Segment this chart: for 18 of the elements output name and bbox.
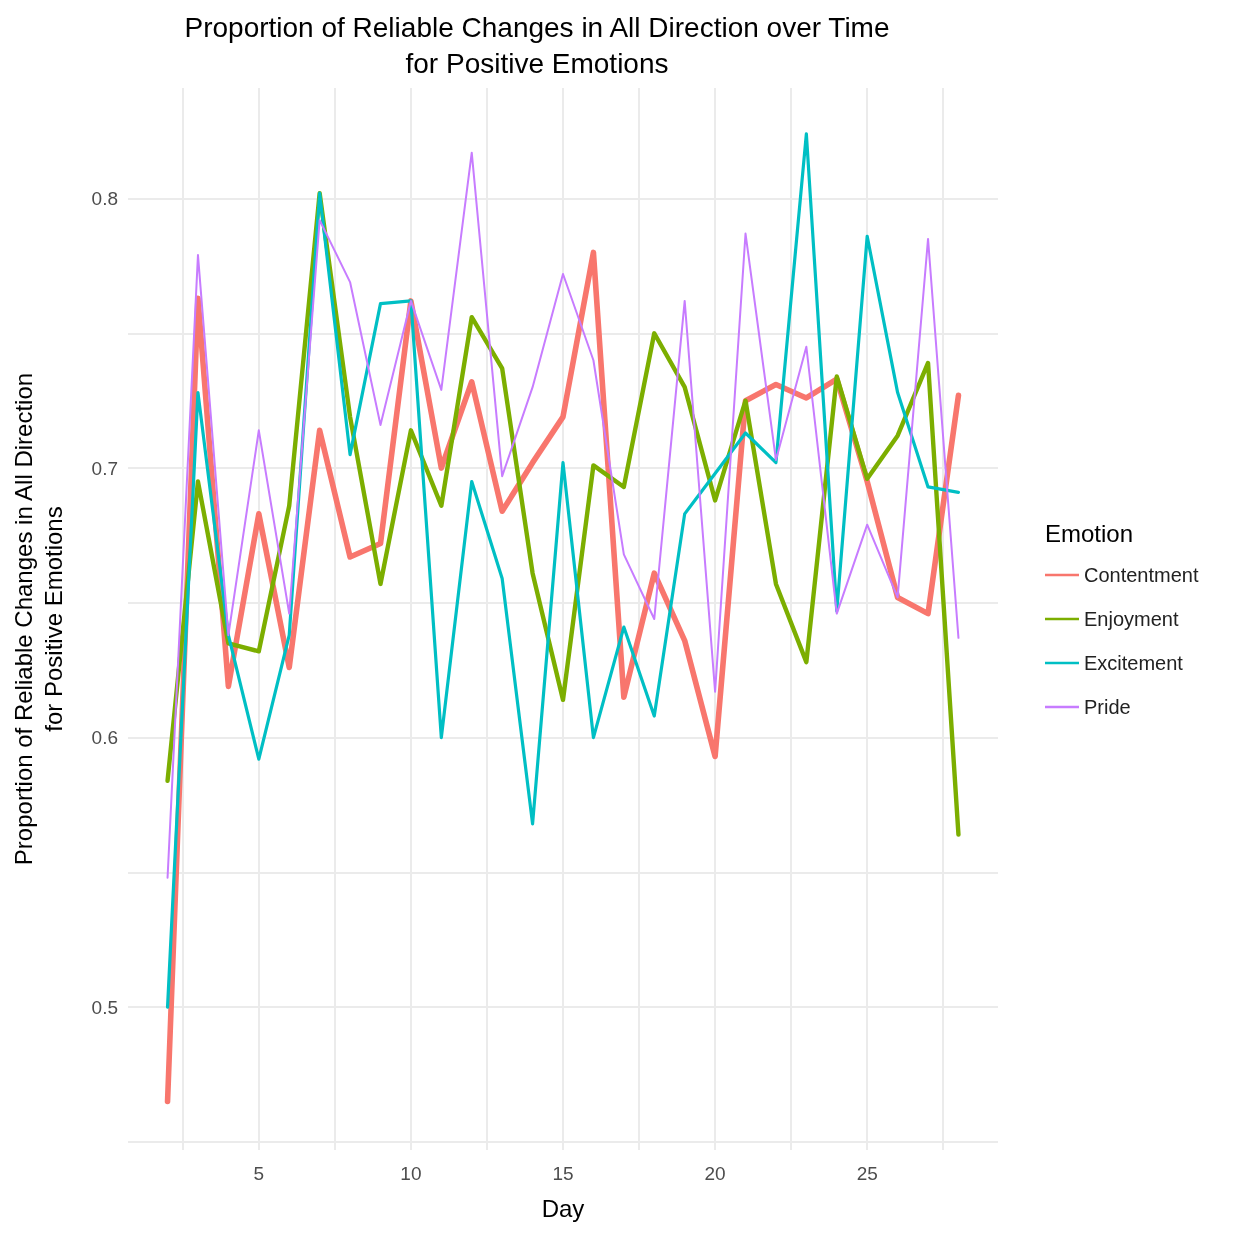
x-axis-title: Day (541, 1194, 585, 1222)
legend-label: Excitement (1084, 652, 1184, 674)
x-tick-label: 20 (704, 1163, 726, 1184)
legend-label: Enjoyment (1084, 608, 1179, 630)
legend-label: Pride (1084, 696, 1131, 718)
y-tick-label: 0.6 (91, 727, 118, 749)
y-tick-label: 0.8 (91, 188, 118, 210)
legend-label: Contentment (1084, 564, 1199, 586)
x-tick-label: 15 (552, 1163, 574, 1184)
y-axis-title: Proportion of Reliable Changes in All Direction for Positive Emotions (9, 372, 67, 866)
chart-title: Proportion of Reliable Changes in All Direction over Time for Positive Emotions (184, 11, 890, 79)
line-series (165, 132, 961, 1009)
legend-title: Emotion (1045, 519, 1134, 547)
x-tick-label: 5 (253, 1163, 265, 1184)
y-tick-label: 0.5 (91, 996, 118, 1018)
x-tick-label: 25 (856, 1163, 878, 1184)
y-tick-label: 0.7 (91, 457, 118, 479)
x-tick-label: 10 (400, 1163, 422, 1184)
